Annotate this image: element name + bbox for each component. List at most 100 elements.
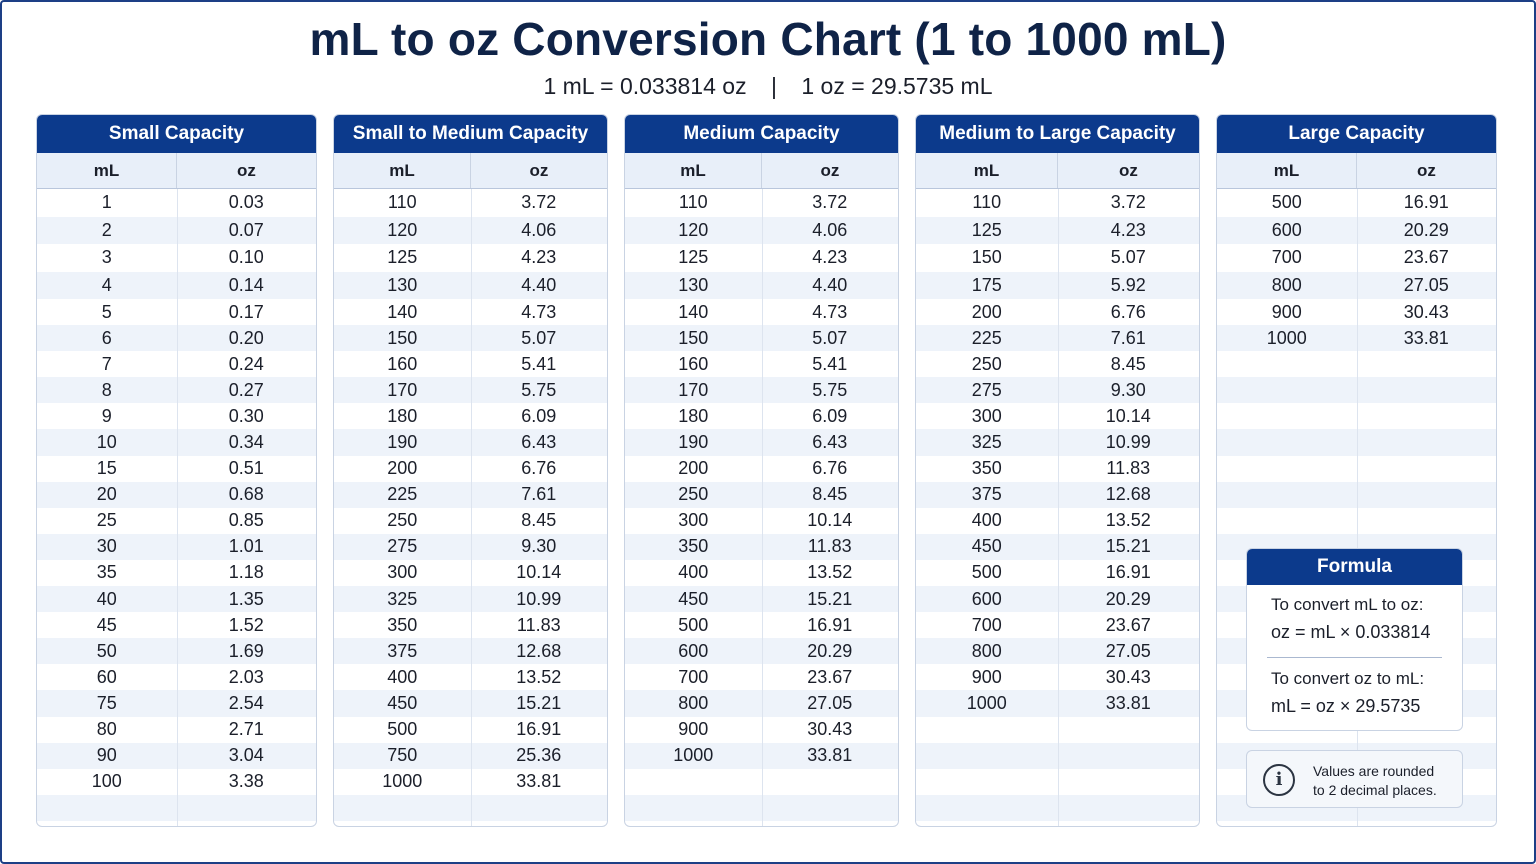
page-title: mL to oz Conversion Chart (1 to 1000 mL) (309, 13, 1227, 65)
table-row: 500 16.91 (1217, 189, 1496, 217)
cell-oz: 5.41 (812, 353, 848, 374)
cell-oz: 5.75 (812, 379, 848, 400)
table-row: 110 3.72 (916, 189, 1199, 217)
cell-oz: 4.23 (1110, 219, 1146, 240)
cell-ml: 150 (678, 327, 709, 348)
column-header-oz: oz (237, 161, 256, 180)
table-row: 25 0.85 (37, 508, 316, 534)
table-row: 350 11.83 (334, 612, 607, 638)
cell-oz: 0.17 (228, 301, 264, 322)
table-row: 400 13.52 (334, 664, 607, 690)
panel-medium-capacity: Medium Capacity mL oz 110 3.72 120 4.06 125 4… (624, 114, 899, 827)
formula-oz-to-ml: mL = oz × 29.5735 (1271, 696, 1421, 716)
cell-ml: 800 (971, 640, 1002, 661)
cell-ml: 1000 (382, 771, 423, 792)
cell-oz: 6.43 (521, 432, 557, 453)
cell-oz: 1.18 (228, 562, 264, 583)
info-icon: i (1263, 764, 1295, 796)
table-row: 900 30.43 (1217, 299, 1496, 325)
cell-oz: 1.52 (228, 614, 264, 635)
table-row: 1000 33.81 (334, 769, 607, 795)
cell-ml: 450 (387, 692, 418, 713)
cell-oz: 0.30 (228, 405, 264, 426)
table-row: 350 11.83 (916, 456, 1199, 482)
cell-ml: 40 (96, 588, 117, 609)
cell-ml: 150 (387, 327, 418, 348)
cell-ml: 700 (971, 614, 1002, 635)
table-row: 200 6.76 (334, 456, 607, 482)
cell-ml: 700 (678, 666, 709, 687)
cell-ml: 250 (971, 353, 1002, 374)
cell-oz: 5.07 (812, 327, 848, 348)
cell-oz: 10.14 (1105, 405, 1151, 426)
rounding-note: i Values are rounded to 2 decimal places… (1246, 750, 1463, 808)
cell-oz: 0.24 (228, 353, 264, 374)
panel-body: 110 3.72 120 4.06 125 4.23 130 4.40 140 4.73 150 5.… (625, 189, 898, 826)
table-row: 400 13.52 (916, 508, 1199, 534)
cell-oz: 1.35 (228, 588, 264, 609)
cell-oz: 7.61 (521, 484, 557, 505)
column-headers: mL oz (1217, 153, 1496, 189)
table-row: 5 0.17 (37, 299, 316, 325)
cell-oz: 20.29 (1403, 219, 1449, 240)
cell-oz: 27.05 (807, 692, 853, 713)
column-headers: mL oz (625, 153, 898, 189)
cell-oz: 30.43 (807, 719, 853, 740)
cell-oz: 2.03 (228, 666, 264, 687)
cell-oz: 23.67 (1105, 614, 1151, 635)
formula-oz-to-ml-label: To convert oz to mL: (1271, 669, 1425, 688)
cell-oz: 33.81 (1105, 692, 1151, 713)
formula-title: Formula (1247, 549, 1462, 585)
table-row: 250 8.45 (334, 508, 607, 534)
panel-medium-to-large-capacity: Medium to Large Capacity mL oz 110 3.72 12… (915, 114, 1200, 827)
cell-oz: 33.81 (516, 771, 562, 792)
panel-body: 110 3.72 120 4.06 125 4.23 130 4.40 140 4.73 150 5.… (334, 189, 607, 826)
table-row: 125 4.23 (625, 244, 898, 272)
cell-oz: 4.73 (521, 301, 557, 322)
cell-ml: 6 (101, 327, 112, 348)
cell-ml: 350 (387, 614, 418, 635)
cell-oz: 16.91 (807, 614, 853, 635)
column-header-oz: oz (529, 161, 549, 180)
cell-oz: 0.07 (228, 219, 264, 240)
table-row: 60 2.03 (37, 664, 316, 690)
cell-oz: 10.14 (516, 562, 562, 583)
cell-oz: 15.21 (807, 588, 853, 609)
cell-oz: 5.07 (1110, 247, 1146, 268)
column-divider (761, 189, 763, 826)
cell-ml: 9 (101, 405, 112, 426)
cell-oz: 8.45 (812, 484, 848, 505)
cell-ml: 325 (971, 432, 1002, 453)
cell-ml: 190 (678, 432, 709, 453)
column-divider (1356, 189, 1358, 826)
panel-body: 110 3.72 125 4.23 150 5.07 175 5.92 200 6.76 225 7.… (916, 189, 1199, 826)
cell-oz: 23.67 (807, 666, 853, 687)
cell-oz: 9.30 (521, 536, 557, 557)
cell-oz: 4.23 (812, 247, 848, 268)
note-line-2: to 2 decimal places. (1313, 782, 1437, 798)
table-row: 125 4.23 (334, 244, 607, 272)
panel-title: Small Capacity (37, 115, 316, 153)
cell-oz: 0.20 (228, 327, 264, 348)
cell-ml: 400 (971, 510, 1002, 531)
table-row: 300 10.14 (334, 560, 607, 586)
cell-oz: 2.54 (228, 692, 264, 713)
table-row: 500 16.91 (625, 612, 898, 638)
cell-oz: 20.29 (1105, 588, 1151, 609)
panel-small-to-medium-capacity: Small to Medium Capacity mL oz 110 3.72 12… (333, 114, 608, 827)
subtitle-separator: | (770, 73, 777, 99)
cell-ml: 35 (96, 562, 117, 583)
cell-oz: 5.41 (521, 353, 557, 374)
cell-ml: 2 (101, 219, 112, 240)
cell-ml: 300 (678, 510, 709, 531)
cell-oz: 33.81 (1403, 327, 1449, 348)
table-row: 15 0.51 (37, 456, 316, 482)
cell-oz: 6.76 (1110, 301, 1146, 322)
column-header-oz: oz (1417, 161, 1436, 180)
cell-oz: 6.43 (812, 432, 848, 453)
table-row: 100 3.38 (37, 769, 316, 795)
table-row: 160 5.41 (625, 351, 898, 377)
column-header-oz: oz (1119, 161, 1138, 180)
cell-oz: 3.38 (228, 771, 264, 792)
cell-oz: 10.99 (516, 588, 562, 609)
